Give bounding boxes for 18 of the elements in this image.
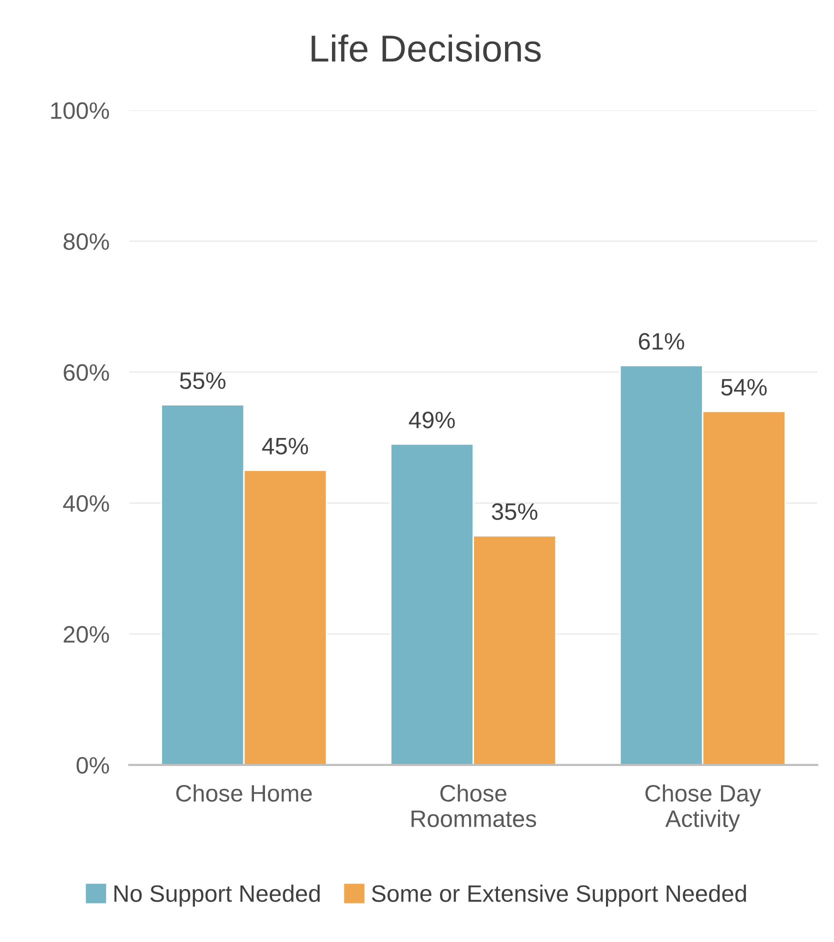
y-tick-label: 40%	[63, 495, 109, 512]
chart-title: Life Decisions	[312, 34, 541, 62]
y-tick-label: 100%	[51, 102, 109, 119]
y-tick-label: 60%	[64, 364, 109, 381]
data-label: 54%	[721, 378, 767, 396]
y-tick-label: 20%	[64, 626, 109, 643]
data-label: 55%	[180, 372, 226, 390]
x-tick-label: Chose Day Activity	[645, 784, 762, 832]
legend-label: No Support Needed	[114, 884, 320, 907]
y-tick-label: 0%	[76, 756, 109, 774]
data-label: 45%	[262, 438, 308, 455]
legend-label: Some or Extensive Support Needed	[372, 884, 746, 907]
y-tick-label: 80%	[64, 233, 109, 250]
x-tick-label: Chose Roommates	[412, 784, 536, 828]
data-label: 49%	[408, 412, 455, 428]
data-label: 35%	[492, 503, 538, 520]
data-label: 61%	[638, 333, 684, 350]
x-tick-label: Chose Home	[176, 784, 312, 802]
